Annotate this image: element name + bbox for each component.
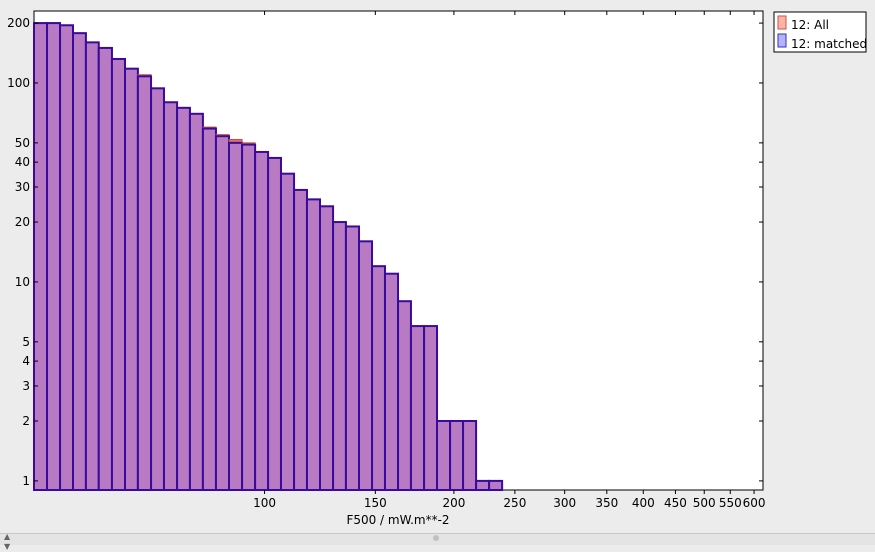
bar-matched-30 [423,325,439,491]
bar-matched-26 [371,265,386,491]
y-tick-label-3: 3 [22,379,30,393]
x-tick-label-350: 350 [595,496,618,510]
y-tick-label-5: 5 [22,335,30,349]
bar-matched-23 [332,221,347,491]
bar-matched-9 [150,87,165,491]
y-tick-label-2: 2 [22,414,30,428]
bar-matched-16 [241,143,257,492]
bar-matched-4 [84,41,100,492]
x-tick-label-200: 200 [442,496,465,510]
legend-swatch-matched [777,33,787,48]
bar-matched-6 [110,57,127,491]
y-tick-label-50: 50 [15,136,30,150]
y-tick-label-1: 1 [22,474,30,488]
x-tick-label-400: 400 [632,496,655,510]
legend-swatch-all [777,15,787,30]
y-axis: 1 2 3 4 5 10 20 30 40 50 100 200 [7,16,763,488]
y-tick-label-10: 10 [15,275,30,289]
bar-matched-15 [228,141,244,492]
y-tick-label-20: 20 [15,215,30,229]
bars-layer [33,22,504,492]
bar-matched-8 [136,75,153,491]
x-tick-label-250: 250 [503,496,526,510]
bar-matched-5 [97,46,113,492]
bar-matched-7 [124,67,139,491]
legend-label-matched: 12: matched [791,37,867,51]
bar-matched-1 [46,22,62,492]
bar-matched-21 [305,198,322,491]
bar-matched-11 [176,106,191,492]
bar-matched-32 [449,420,465,491]
resize-arrows-icon[interactable]: ▲ ▼ [4,532,11,551]
bar-matched-12 [188,112,204,491]
bar-matched-19 [279,172,296,491]
legend-label-all: 12: All [791,18,829,32]
bar-matched-24 [344,225,361,491]
bar-matched-31 [436,420,452,491]
x-tick-label-100: 100 [253,496,276,510]
bar-matched-0 [33,22,49,492]
x-tick-label-550: 550 [719,496,742,510]
y-tick-label-30: 30 [15,180,30,194]
x-tick-label-450: 450 [664,496,687,510]
y-tick-label-200: 200 [7,16,30,30]
x-tick-label-300: 300 [553,496,576,510]
x-tick-label-600: 600 [743,496,766,510]
bar-matched-13 [201,127,217,491]
y-tick-label-4: 4 [22,354,30,368]
bar-matched-22 [319,205,335,491]
bar-matched-28 [397,300,412,491]
status-bar: ▲ ▼ [0,532,875,551]
legend-box [773,11,867,53]
bar-matched-34 [475,479,491,491]
bar-matched-17 [254,150,270,491]
y-tick-label-40: 40 [15,155,30,169]
bar-matched-35 [488,479,504,491]
bar-matched-20 [293,188,308,491]
x-tick-label-150: 150 [364,496,387,510]
bar-matched-27 [383,272,400,492]
bar-matched-10 [162,101,179,491]
y-tick-label-100: 100 [7,76,30,90]
bar-matched-18 [267,156,282,491]
drag-handle-icon[interactable] [433,535,439,541]
bar-matched-14 [214,135,231,492]
x-axis-title: F500 / mW.m**-2 [346,513,449,527]
bar-matched-2 [59,24,75,491]
legend[interactable]: 12: All 12: matched [773,11,867,53]
bar-matched-25 [358,240,374,491]
bar-matched-3 [72,32,87,492]
bar-matched-33 [462,420,478,491]
bar-matched-29 [409,325,426,491]
x-tick-label-500: 500 [693,496,716,510]
x-axis: 100 150 200 250 300 350 400 450 500 550 600 [253,11,765,510]
